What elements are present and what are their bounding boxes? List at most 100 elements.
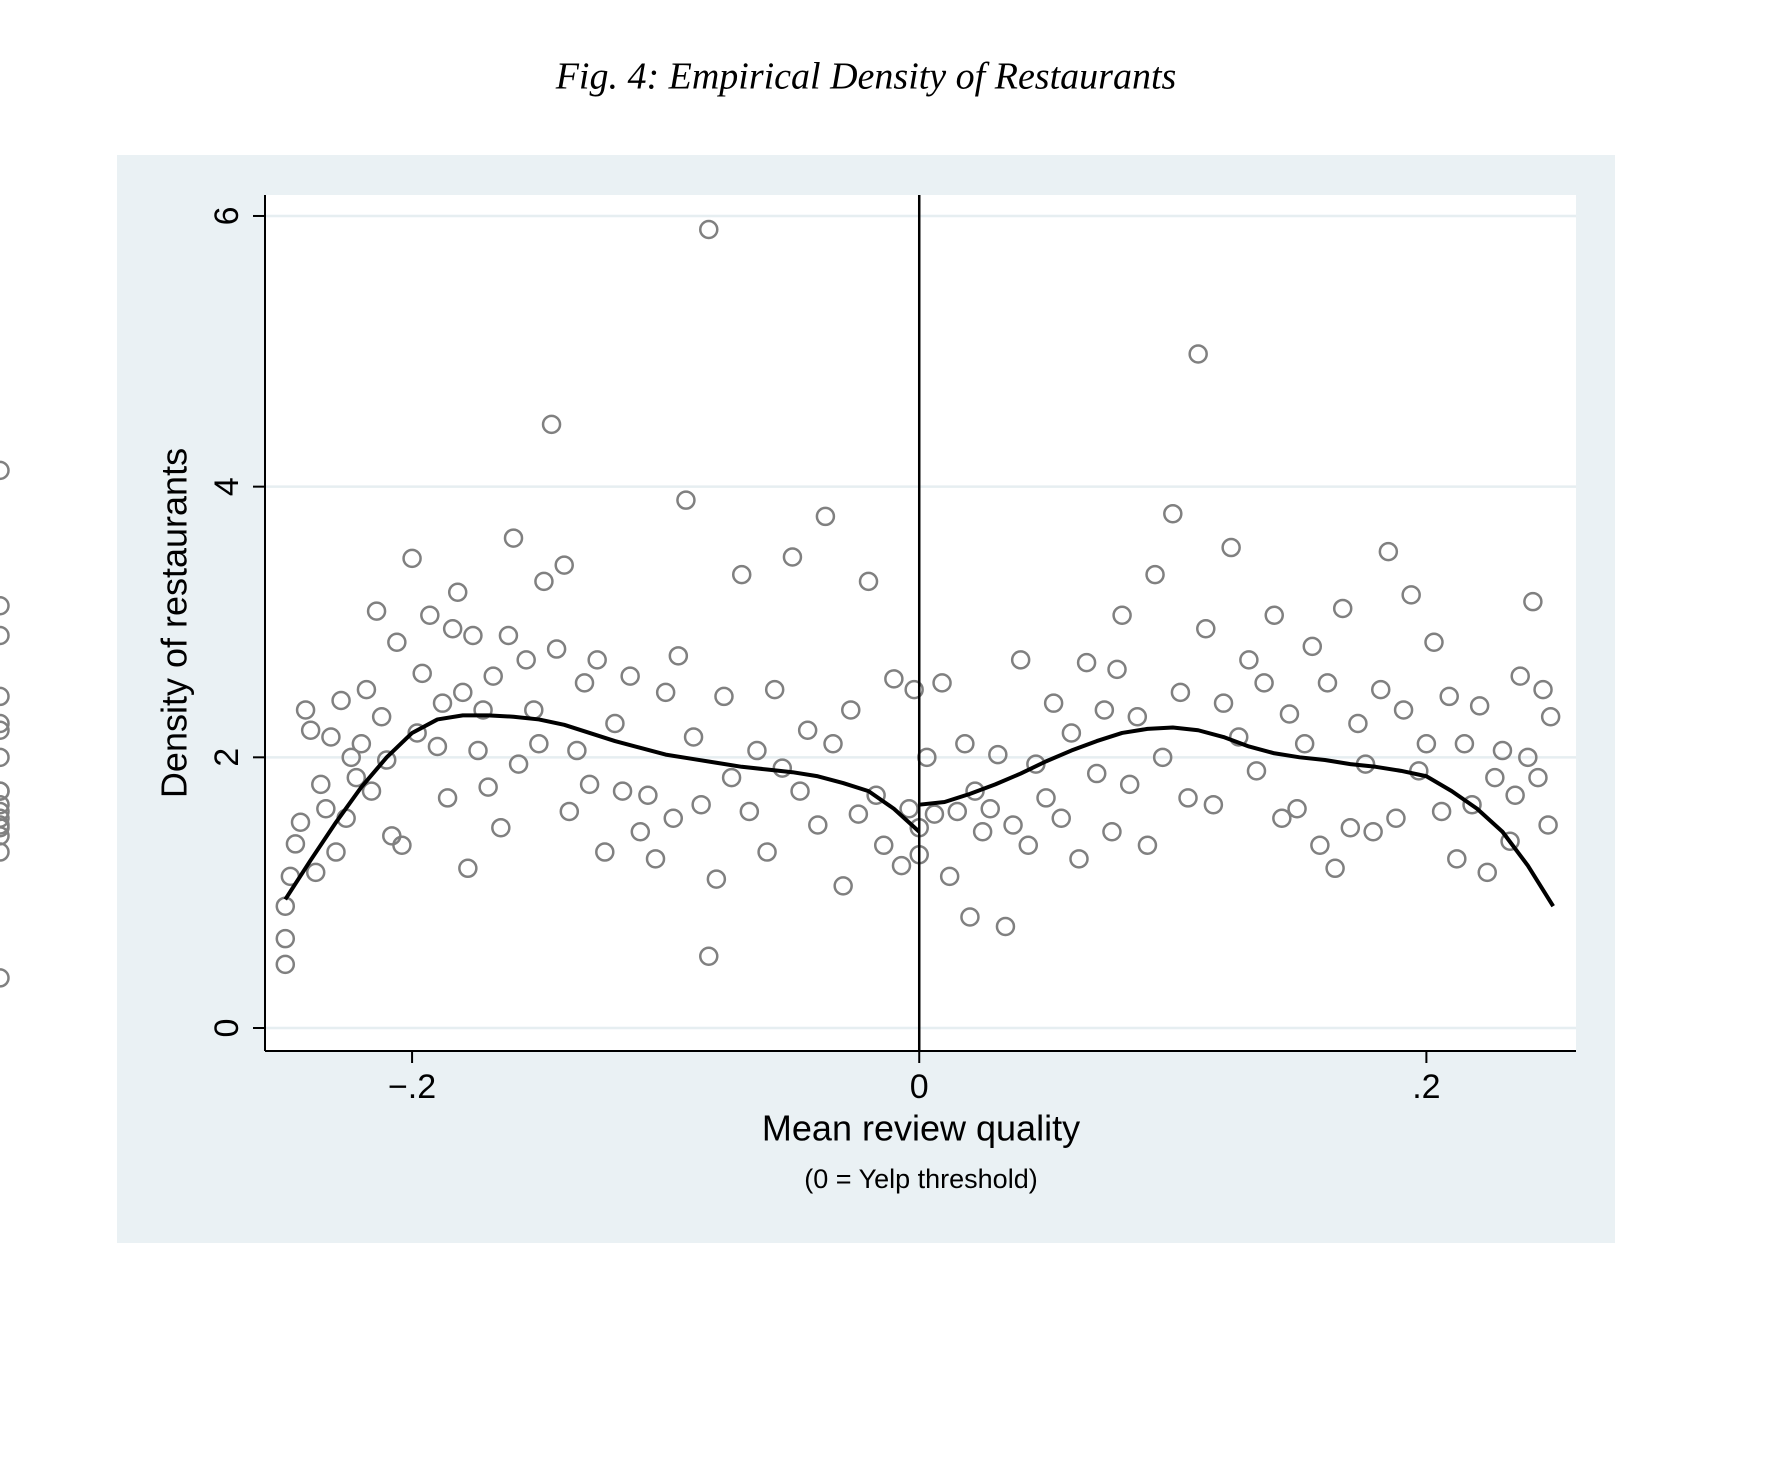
point (1010, 650, 1031, 670)
point (1264, 605, 1284, 625)
point (321, 727, 341, 747)
point (1069, 849, 1089, 869)
chart-title: Fig. 4: Empirical Density of Restaurants (555, 56, 1177, 98)
point (1302, 636, 1323, 657)
point (764, 679, 785, 700)
point (437, 788, 458, 808)
point (1279, 704, 1300, 724)
point (899, 798, 919, 819)
point (0, 625, 10, 646)
point (351, 734, 372, 754)
point (478, 777, 498, 797)
point (1221, 537, 1241, 558)
point (980, 798, 1000, 819)
point (699, 946, 719, 967)
point (1213, 693, 1234, 713)
point (1196, 619, 1216, 639)
point (0, 968, 10, 988)
point (508, 754, 529, 774)
point (1246, 761, 1267, 781)
point (0, 794, 10, 815)
point (1477, 862, 1497, 883)
point (972, 822, 993, 842)
point (316, 798, 336, 819)
point (579, 774, 600, 795)
point (1094, 700, 1115, 720)
point (453, 682, 473, 703)
point (960, 907, 980, 927)
point (546, 639, 567, 659)
point (1454, 734, 1475, 754)
point (356, 679, 377, 700)
point (823, 734, 843, 754)
point (884, 669, 904, 689)
point (1528, 767, 1548, 788)
fit-line (919, 725, 1555, 908)
point (645, 849, 666, 869)
point (797, 720, 818, 741)
point (747, 740, 767, 761)
point (1462, 794, 1482, 815)
x-tick-label: −.2 (388, 1068, 436, 1106)
point (1401, 585, 1421, 605)
point (848, 804, 869, 824)
point (1272, 808, 1292, 828)
point (1127, 706, 1148, 727)
point (574, 673, 595, 693)
point (1325, 858, 1345, 879)
point (1370, 679, 1391, 700)
point (402, 548, 422, 569)
point (473, 700, 493, 720)
point (595, 842, 615, 862)
point (366, 601, 387, 621)
point (1348, 713, 1368, 734)
point (1386, 808, 1406, 828)
point (463, 625, 483, 646)
fit-lines (283, 713, 1555, 908)
point (721, 767, 742, 788)
point (1102, 822, 1122, 842)
point (371, 706, 392, 727)
x-axis-subtitle: (0 = Yelp threshold) (804, 1164, 1037, 1194)
point (1431, 801, 1452, 822)
point (587, 650, 607, 670)
point (1203, 794, 1224, 815)
point (663, 808, 684, 828)
point (275, 954, 296, 975)
point (1447, 849, 1467, 869)
point (295, 700, 316, 720)
point (841, 700, 861, 720)
point (1152, 747, 1173, 768)
point (1076, 652, 1097, 673)
point (808, 815, 828, 835)
point (300, 720, 321, 741)
point (1003, 815, 1023, 835)
point (1119, 774, 1140, 795)
x-tick-label: 0 (910, 1068, 929, 1106)
point (1294, 734, 1315, 754)
point (1239, 650, 1259, 670)
point (361, 781, 382, 801)
point (757, 842, 777, 862)
point (873, 835, 894, 856)
point (458, 858, 478, 879)
point (432, 693, 453, 713)
point (392, 835, 412, 856)
point (714, 686, 734, 707)
point (1485, 767, 1505, 788)
point (503, 528, 524, 548)
point (559, 801, 580, 822)
point (790, 781, 810, 801)
point (772, 758, 793, 778)
point (0, 686, 10, 707)
point (1086, 763, 1107, 784)
point (498, 625, 519, 646)
axes: 0 2 4 6 −.2 0 .2 (208, 195, 1576, 1106)
point (442, 619, 463, 639)
point (858, 571, 879, 592)
y-tick-label: 0 (208, 1019, 246, 1038)
point (1533, 679, 1553, 700)
plot-area (265, 195, 1576, 1051)
point (0, 826, 10, 846)
